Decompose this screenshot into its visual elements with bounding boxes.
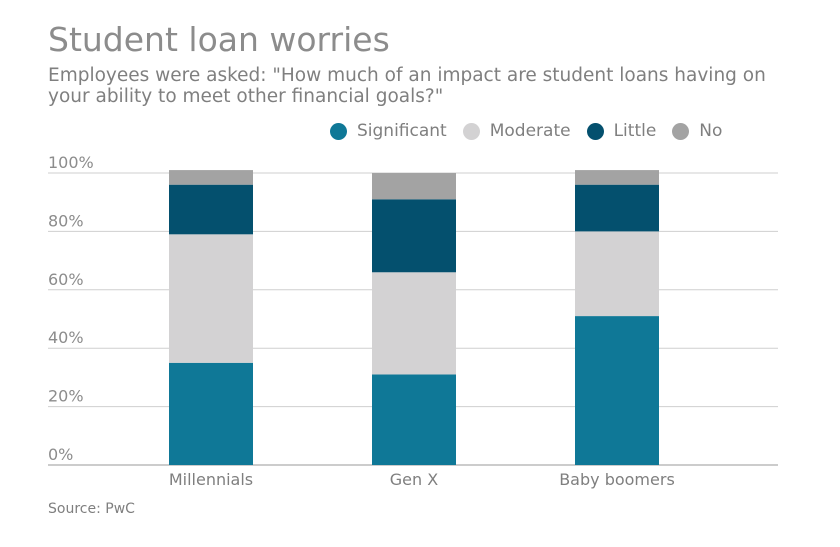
legend-item-little: Little <box>586 121 657 141</box>
legend-label-significant: Significant <box>357 121 447 141</box>
bar-segment-gen-x-significant <box>372 374 456 465</box>
y-tick-label: 60% <box>48 270 84 289</box>
y-tick-label: 20% <box>48 387 84 406</box>
y-tick-label: 40% <box>48 328 84 347</box>
bar-segment-millennials-moderate <box>169 234 253 363</box>
chart-subtitle: Employees were asked: "How much of an im… <box>48 65 766 107</box>
legend-label-little: Little <box>613 121 657 141</box>
bar-segment-baby-boomers-no <box>575 170 659 185</box>
x-category-label: Baby boomers <box>559 470 675 489</box>
legend-swatch-little <box>586 122 604 140</box>
bar-segment-millennials-little <box>169 184 253 235</box>
chart-source: Source: PwC <box>48 501 135 517</box>
bar-segment-gen-x-little <box>372 199 456 273</box>
bar-segment-millennials-significant <box>169 362 253 465</box>
bar-segment-baby-boomers-moderate <box>575 231 659 317</box>
bar-segment-gen-x-moderate <box>372 272 456 375</box>
x-category-label: Gen X <box>390 470 438 489</box>
legend-label-no: No <box>699 121 723 141</box>
x-category-label: Millennials <box>169 470 253 489</box>
legend-label-moderate: Moderate <box>489 121 571 141</box>
legend-swatch-no <box>672 122 690 140</box>
legend-item-significant: Significant <box>330 121 447 141</box>
bar-segment-millennials-no <box>169 170 253 185</box>
chart-legend: Significant Moderate Little No <box>330 119 722 143</box>
legend-swatch-moderate <box>462 122 480 140</box>
bar-segment-baby-boomers-little <box>575 184 659 232</box>
y-tick-label: 0% <box>48 445 73 464</box>
legend-item-moderate: Moderate <box>462 121 571 141</box>
y-tick-label: 100% <box>48 153 94 172</box>
legend-swatch-significant <box>330 122 347 140</box>
chart-title: Student loan worries <box>48 20 390 59</box>
bar-segment-gen-x-no <box>372 173 456 200</box>
bar-segment-baby-boomers-significant <box>575 316 659 465</box>
legend-item-no: No <box>672 121 722 141</box>
y-tick-label: 80% <box>48 211 84 230</box>
